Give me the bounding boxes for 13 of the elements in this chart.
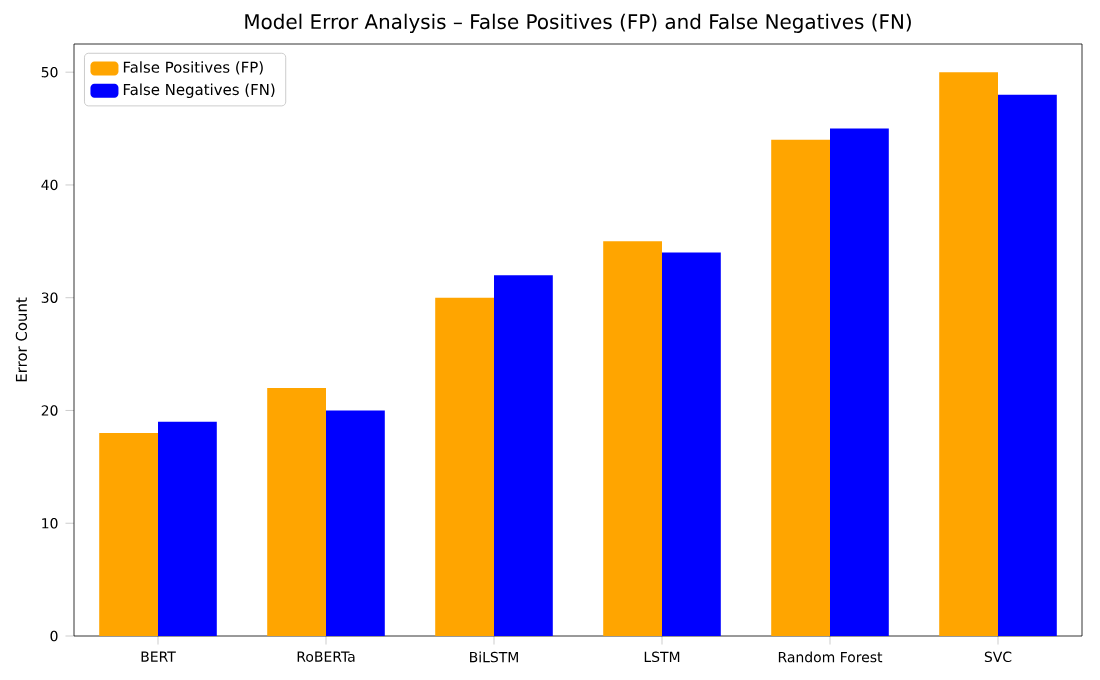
bar bbox=[998, 94, 1057, 636]
bar bbox=[99, 433, 158, 636]
bar bbox=[326, 410, 385, 636]
bar bbox=[830, 128, 889, 636]
chart-title: Model Error Analysis – False Positives (FP) and False Negatives (FN) bbox=[245, 13, 911, 34]
bar bbox=[494, 275, 553, 636]
bar bbox=[662, 252, 721, 636]
bar bbox=[603, 241, 662, 636]
bar bbox=[158, 421, 217, 636]
bar bbox=[435, 297, 494, 636]
bar bbox=[771, 139, 830, 636]
bar bbox=[267, 387, 326, 636]
bar bbox=[939, 72, 998, 636]
